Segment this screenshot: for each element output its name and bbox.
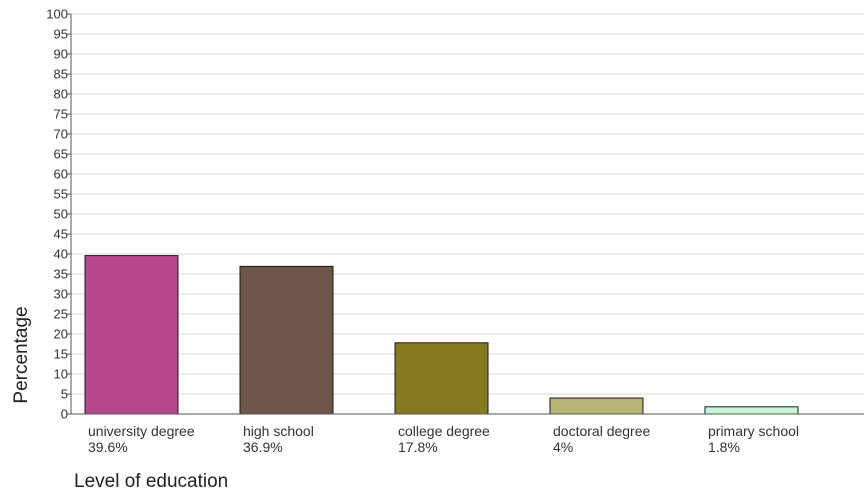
y-tick-label: 65 <box>54 147 68 162</box>
bar <box>239 265 334 415</box>
value-label: 39.6% <box>88 439 128 455</box>
y-tick-label: 90 <box>54 47 68 62</box>
y-tick-label: 75 <box>54 107 68 122</box>
y-axis-title: Percentage <box>11 306 32 403</box>
y-tick-label: 85 <box>54 67 68 82</box>
category-label: doctoral degree <box>553 423 651 439</box>
value-label: 36.9% <box>243 439 283 455</box>
y-tick-label: 10 <box>54 367 68 382</box>
y-tick-label: 100 <box>46 7 68 22</box>
y-tick-label: 95 <box>54 27 68 42</box>
value-label: 4% <box>553 439 573 455</box>
value-label: 1.8% <box>708 439 740 455</box>
y-tick-label: 55 <box>54 187 68 202</box>
y-tick-label: 70 <box>54 127 68 142</box>
value-label: 17.8% <box>398 439 438 455</box>
y-tick-label: 0 <box>61 407 68 422</box>
bar <box>84 255 179 415</box>
category-label: university degree <box>88 423 195 439</box>
y-tick-label: 25 <box>54 307 68 322</box>
y-tick-label: 80 <box>54 87 68 102</box>
bar <box>549 397 644 415</box>
bar <box>704 406 799 415</box>
category-label: primary school <box>708 423 799 439</box>
gridlines <box>71 13 864 395</box>
y-tick-label: 45 <box>54 227 68 242</box>
y-tick-label: 40 <box>54 247 68 262</box>
y-tick-label: 60 <box>54 167 68 182</box>
bars <box>84 255 799 415</box>
bar <box>394 342 489 415</box>
y-tick-label: 30 <box>54 287 68 302</box>
y-tick-label: 15 <box>54 347 68 362</box>
y-tick-labels: 0 5 10 15 20 25 30 35 40 45 50 55 60 65 70 75 80 85 90 95 10… <box>46 7 71 422</box>
category-label: high school <box>243 423 314 439</box>
y-tick-label: 35 <box>54 267 68 282</box>
x-axis-title: Level of education <box>74 471 228 492</box>
y-tick-label: 5 <box>61 387 68 402</box>
y-tick-label: 20 <box>54 327 68 342</box>
y-tick-label: 50 <box>54 207 68 222</box>
category-label: college degree <box>398 423 490 439</box>
